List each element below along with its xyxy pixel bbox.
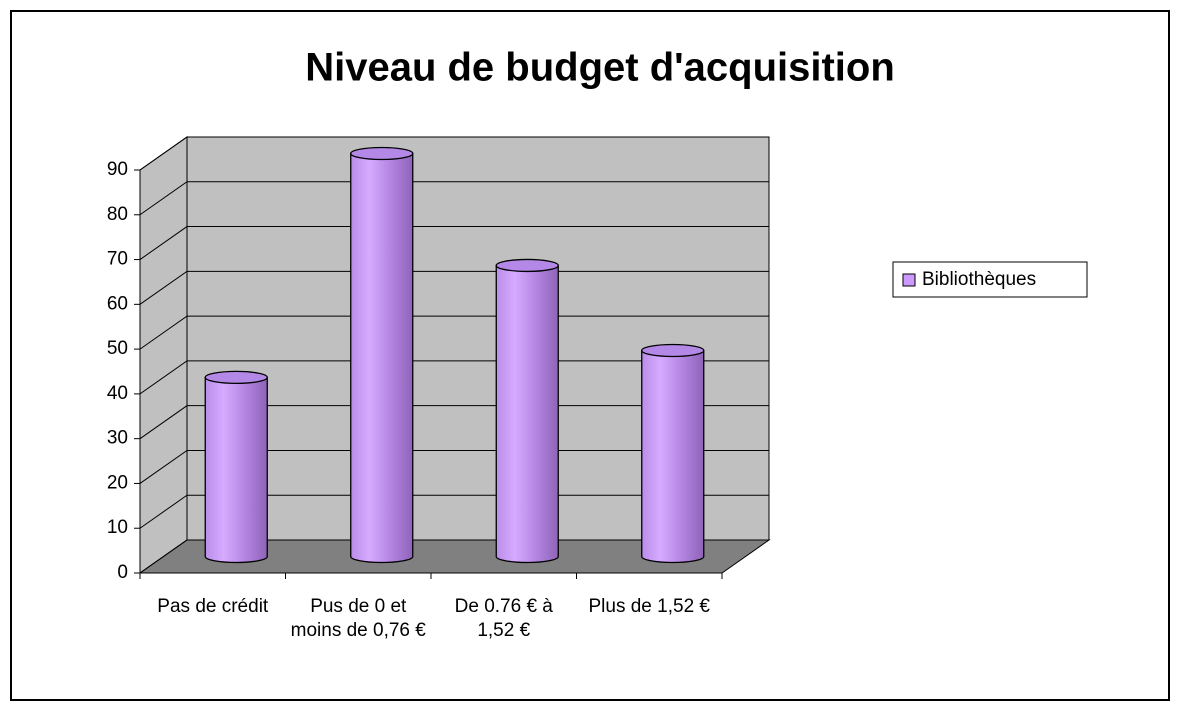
side-wall [139, 136, 188, 574]
grid-line [139, 539, 769, 574]
cylinder-top [204, 370, 268, 385]
legend-label: Bibliothèques [922, 269, 1036, 290]
grid-line [139, 270, 769, 305]
y-tick-label: 80 [107, 204, 128, 225]
y-tick-label: 40 [107, 383, 128, 404]
y-tick-label: 90 [107, 159, 128, 180]
y-tick-label: 60 [107, 293, 128, 314]
grid-line [139, 449, 769, 484]
y-tick-label: 10 [107, 517, 128, 538]
cylinder-top [495, 258, 559, 273]
grid-line [139, 181, 769, 216]
cylinder-body [204, 376, 268, 564]
y-tick-label: 50 [107, 338, 128, 359]
grid-line [139, 405, 769, 440]
bar [495, 258, 559, 564]
chart-title: Niveau de budget d'acquisition [305, 46, 895, 90]
legend-swatch [902, 273, 916, 287]
bar [641, 343, 705, 564]
grid-line [139, 360, 769, 395]
y-tick-label: 0 [117, 562, 128, 583]
y-tick-label: 30 [107, 428, 128, 449]
y-tick-label: 20 [107, 472, 128, 493]
grid-line [139, 136, 769, 171]
cylinder-body [350, 152, 414, 564]
grid-line [139, 315, 769, 350]
grid-line [139, 494, 769, 529]
x-tick-label: Pus de 0 et moins de 0,76 € [291, 596, 427, 641]
bar [350, 146, 414, 564]
x-tick-label: Plus de 1,52 € [589, 596, 711, 617]
x-tick-label: De 0.76 € à 1,52 € [455, 596, 554, 641]
cylinder-body [641, 349, 705, 564]
grid-line [139, 226, 769, 260]
cylinder-top [641, 343, 705, 358]
legend-box [892, 261, 1088, 298]
bar [204, 370, 268, 564]
x-tick-label: Pas de crédit [157, 596, 269, 617]
y-tick-label: 70 [107, 249, 128, 270]
cylinder-top [350, 146, 414, 161]
cylinder-body [495, 264, 559, 564]
